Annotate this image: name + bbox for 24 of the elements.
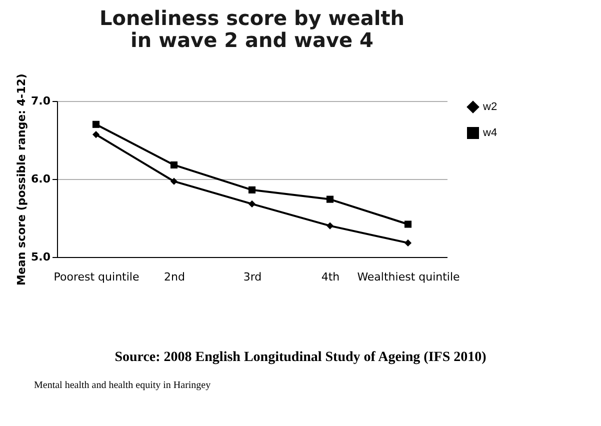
point bbox=[326, 196, 334, 203]
x-tick-label: Wealthiest quintile bbox=[357, 270, 460, 284]
y-axis-title: Mean score (possible range: 4-12) bbox=[15, 74, 28, 286]
point bbox=[248, 200, 256, 208]
x-tick-label: Poorest quintile bbox=[54, 270, 140, 284]
chart-title: Loneliness score by wealth in wave 2 and wave 4 bbox=[100, 6, 404, 52]
point bbox=[326, 222, 334, 230]
point bbox=[92, 120, 100, 128]
x-tick-label: 2nd bbox=[164, 270, 185, 284]
legend-label: w2 bbox=[482, 101, 498, 113]
point bbox=[170, 161, 178, 168]
x-tick-label: 4th bbox=[321, 270, 340, 284]
point bbox=[248, 186, 256, 194]
y-tick-label: 6.0 bbox=[31, 172, 51, 186]
y-tick-label: 7.0 bbox=[31, 94, 51, 108]
point bbox=[404, 220, 412, 228]
x-tick-label: 3rd bbox=[243, 270, 262, 284]
point bbox=[404, 239, 412, 246]
y-tick-label: 5.0 bbox=[31, 250, 51, 264]
legend-label: w4 bbox=[482, 127, 498, 139]
source-note: Source: 2008 English Longitudinal Study of Ageing (IFS 2010) bbox=[114, 350, 488, 366]
text: Mental health and health equity in Haringey bbox=[34, 380, 211, 391]
point bbox=[170, 178, 178, 185]
point bbox=[92, 131, 100, 138]
